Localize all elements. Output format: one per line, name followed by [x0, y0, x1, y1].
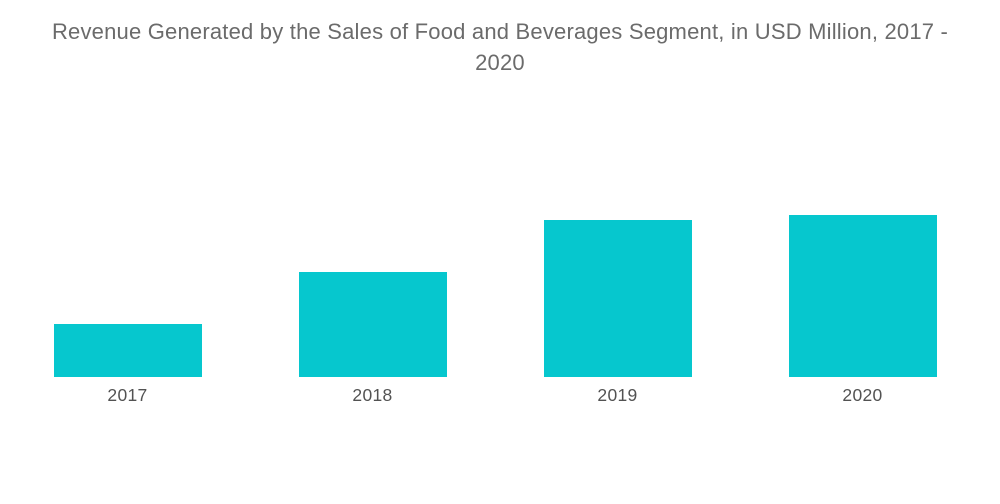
bar-slot-2020 — [740, 117, 985, 377]
x-label-2020: 2020 — [842, 385, 883, 405]
x-label-2018: 2018 — [352, 385, 393, 405]
x-label-2017: 2017 — [107, 385, 148, 405]
chart-title-line2: 2020 — [475, 50, 525, 75]
chart-title-line1: Revenue Generated by the Sales of Food a… — [51, 19, 949, 44]
x-axis-labels: 2017 2018 2019 2020 — [5, 384, 985, 406]
bar-slot-2018 — [250, 117, 495, 377]
bar-slot-2017 — [5, 117, 250, 377]
x-label-2019: 2019 — [597, 385, 638, 405]
bar-slot-2019 — [495, 117, 740, 377]
bar-2019 — [543, 220, 692, 377]
bar-2017 — [53, 324, 202, 377]
bar-2018 — [298, 272, 447, 377]
bar-2020 — [788, 215, 937, 377]
plot-area — [5, 117, 985, 377]
chart-title: Revenue Generated by the Sales of Food a… — [20, 16, 980, 78]
